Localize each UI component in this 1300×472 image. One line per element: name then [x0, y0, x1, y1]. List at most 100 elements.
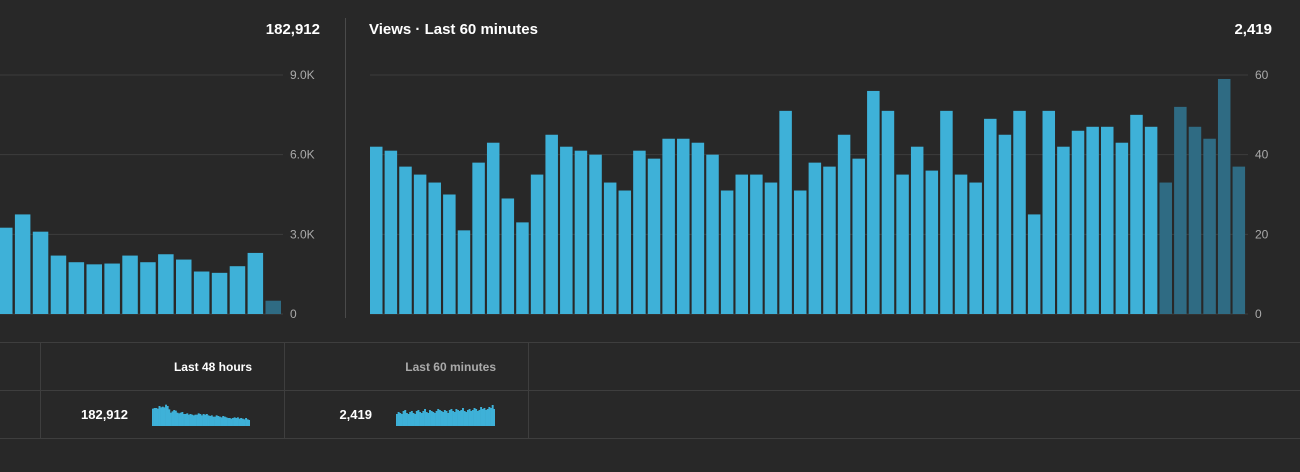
sparkline-60-minutes-bar — [430, 411, 433, 426]
right-chart-bar[interactable] — [472, 162, 485, 314]
right-chart-bar[interactable] — [443, 194, 456, 315]
sparkline-60-minutes-bar — [465, 412, 468, 426]
right-chart-bar[interactable] — [837, 134, 851, 314]
right-chart-bar[interactable] — [896, 174, 909, 314]
right-chart-bar[interactable] — [1027, 214, 1041, 314]
right-chart-bar[interactable] — [984, 118, 997, 314]
sparkline-60-minutes-bar — [481, 409, 484, 426]
left-chart-bar[interactable] — [68, 262, 85, 314]
left-chart-bar[interactable] — [176, 259, 192, 314]
right-chart-bar[interactable] — [589, 154, 602, 314]
right-chart-bar[interactable] — [998, 134, 1012, 314]
right-chart-bar[interactable] — [413, 174, 427, 314]
sparkline-60-minutes-bar — [480, 407, 483, 426]
right-chart-bar[interactable] — [1013, 110, 1026, 314]
right-chart-bar[interactable] — [560, 146, 573, 314]
right-chart-bar[interactable] — [1174, 106, 1187, 314]
sparkline-60-minutes-bar — [437, 409, 440, 426]
right-chart-bar[interactable] — [501, 198, 515, 314]
left-chart-bar[interactable] — [158, 254, 174, 314]
sparkline-60-minutes-bar — [478, 410, 481, 426]
left-chart-total: 182,912 — [265, 21, 320, 38]
left-chart-bar[interactable] — [86, 264, 103, 314]
right-chart-bar[interactable] — [399, 166, 412, 314]
sparkline-48-hours-bar — [202, 414, 205, 426]
right-chart-bar[interactable] — [486, 142, 500, 314]
right-chart-bar[interactable] — [764, 182, 778, 314]
left-chart-bar[interactable] — [32, 231, 49, 314]
right-chart-bar[interactable] — [662, 138, 675, 314]
right-chart-bar[interactable] — [677, 138, 690, 314]
sparkline-48-hours-bar — [181, 412, 184, 426]
right-chart-bar[interactable] — [750, 174, 763, 314]
left-chart-bar[interactable] — [50, 255, 67, 314]
right-chart-bar[interactable] — [618, 190, 632, 314]
sparkline-48-hours-bar — [169, 412, 172, 426]
left-chart-bar[interactable] — [14, 214, 31, 314]
right-chart-bar[interactable] — [545, 134, 558, 314]
sparkline-60-minutes-bar — [405, 413, 408, 426]
right-chart-bar[interactable] — [1144, 126, 1158, 315]
right-chart-bar[interactable] — [925, 170, 939, 314]
right-chart-bar[interactable] — [1115, 142, 1129, 314]
sparkline-60-minutes-bar — [457, 410, 459, 426]
sparkline-48-hours-bar — [243, 419, 246, 426]
left-chart-bar[interactable] — [265, 300, 282, 314]
sparkline-60-minutes-bar — [410, 411, 413, 426]
right-chart-bar[interactable] — [530, 174, 544, 314]
sparkline-60-minutes-bar — [424, 409, 426, 426]
sparkline-48-hours-bar — [161, 406, 164, 426]
right-chart-bar[interactable] — [428, 182, 441, 314]
right-chart-bar[interactable] — [1042, 110, 1056, 314]
right-chart-bar[interactable] — [1203, 138, 1216, 314]
right-chart-bar[interactable] — [1217, 78, 1231, 314]
right-chart-bar[interactable] — [370, 146, 383, 314]
tab-last-48-hours[interactable]: Last 48 hours — [173, 360, 252, 374]
right-chart-bar[interactable] — [1057, 146, 1070, 314]
right-chart-bar[interactable] — [1188, 126, 1202, 315]
left-chart-bar[interactable] — [0, 227, 13, 314]
left-chart-bar[interactable] — [122, 255, 138, 314]
right-chart-bar[interactable] — [1159, 182, 1172, 314]
sparkline-48-hours-bar — [227, 418, 230, 426]
right-chart-bar[interactable] — [1086, 126, 1099, 315]
right-chart-bar[interactable] — [603, 182, 617, 314]
right-chart-bar[interactable] — [779, 110, 792, 314]
sparkline-60-minutes — [396, 405, 495, 426]
right-chart-bar[interactable] — [1101, 126, 1114, 315]
right-chart-bar[interactable] — [633, 150, 646, 314]
left-chart-bar[interactable] — [229, 266, 246, 314]
table-mid-border — [0, 390, 1300, 391]
right-chart-bar[interactable] — [647, 158, 661, 314]
right-chart-bar[interactable] — [940, 110, 953, 314]
right-chart-bar[interactable] — [516, 222, 529, 314]
left-chart-bar[interactable] — [211, 272, 228, 314]
sparkline-48-hours-bar — [218, 416, 221, 426]
right-chart-bar[interactable] — [384, 150, 398, 314]
right-chart-bar[interactable] — [720, 190, 734, 314]
right-chart-bar[interactable] — [735, 174, 749, 314]
right-chart-bar[interactable] — [867, 90, 880, 314]
left-chart-bar[interactable] — [193, 271, 210, 314]
right-chart-bar[interactable] — [1130, 114, 1143, 314]
right-chart-bar[interactable] — [808, 162, 822, 314]
right-chart-bar[interactable] — [910, 146, 924, 314]
right-chart-bar[interactable] — [823, 166, 836, 314]
left-chart-bar[interactable] — [247, 252, 264, 314]
sparkline-48-hours-bar — [184, 414, 187, 426]
right-chart-bar[interactable] — [1232, 166, 1246, 314]
left-chart-bar[interactable] — [140, 262, 156, 314]
right-chart-bar[interactable] — [852, 158, 865, 314]
right-chart-bar[interactable] — [793, 190, 807, 314]
right-chart-bar[interactable] — [969, 182, 982, 314]
tab-last-60-minutes[interactable]: Last 60 minutes — [405, 360, 496, 374]
right-chart-bar[interactable] — [1071, 130, 1085, 314]
right-chart-bar[interactable] — [881, 110, 895, 314]
left-chart-bar[interactable] — [104, 263, 120, 314]
right-chart-bar[interactable] — [574, 150, 588, 314]
right-chart-bar[interactable] — [706, 154, 719, 314]
left-chart-tick-label: 3.0K — [290, 227, 315, 241]
right-chart-bar[interactable] — [954, 174, 968, 314]
right-chart-bar[interactable] — [691, 142, 705, 314]
right-chart-bar[interactable] — [457, 230, 471, 314]
